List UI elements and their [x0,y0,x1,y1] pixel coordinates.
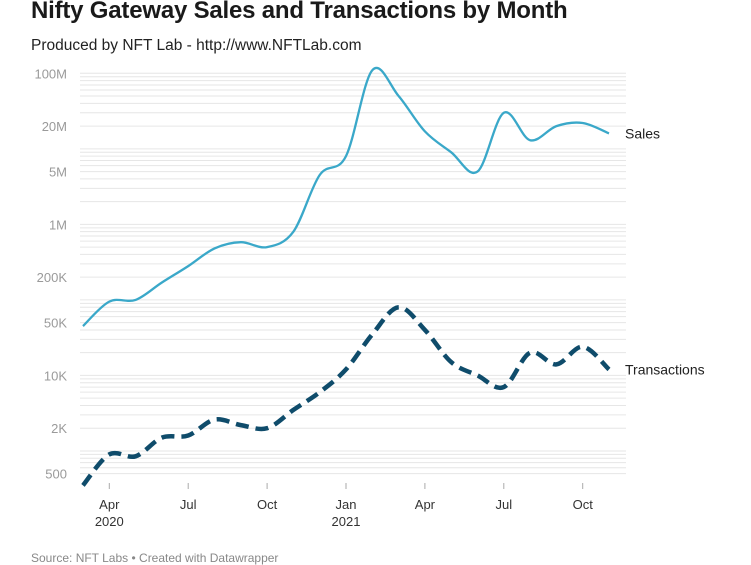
y-tick-label: 5M [49,165,67,180]
series-label-transactions: Transactions [625,361,705,377]
y-axis: 500 2K 10K 50K 200K 1M 5M 20M 100M [34,66,67,481]
series-label-sales: Sales [625,125,660,141]
x-tick-label: Apr [415,497,436,512]
x-axis: Apr 2020 Jul Oct Jan 2021 Apr Jul Oct [95,483,593,529]
y-tick-label: 10K [44,368,67,383]
x-tick-year-label: 2020 [95,514,124,529]
y-tick-label: 2K [51,421,67,436]
y-tick-label: 100M [34,66,67,81]
series-labels: Sales Transactions [625,125,705,377]
x-tick-label: Oct [573,497,594,512]
x-tick-label: Apr [99,497,120,512]
series-line-sales [82,66,610,327]
chart-title: Nifty Gateway Sales and Transactions by … [31,0,568,24]
y-tick-label: 500 [45,467,67,482]
series-line-transactions [81,304,611,487]
source-note: Source: NFT Labs • Created with Datawrap… [31,551,279,565]
x-tick-label: Oct [257,497,278,512]
gridlines [80,72,626,475]
chart-subtitle: Produced by NFT Lab - http://www.NFTLab.… [31,37,362,54]
y-tick-label: 50K [44,316,67,331]
y-tick-label: 200K [37,270,68,285]
x-tick-label: Jul [495,497,512,512]
x-tick-label: Jul [180,497,197,512]
x-tick-label: Jan [336,497,357,512]
x-tick-year-label: 2021 [332,514,361,529]
series-lines [81,66,611,487]
y-tick-label: 1M [49,217,67,232]
y-tick-label: 20M [42,119,67,134]
